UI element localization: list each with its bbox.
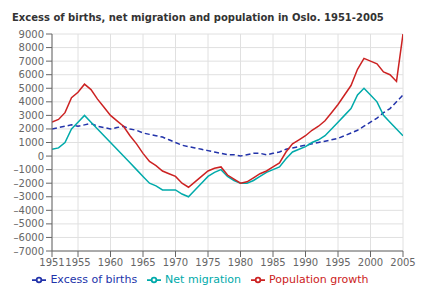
svg-text:–2000: –2000 (14, 178, 44, 189)
svg-text:4000: 4000 (19, 96, 44, 107)
svg-text:1985: 1985 (260, 257, 285, 268)
html-text:Population growth: Population growth (269, 273, 369, 286)
svg-text:–5000: –5000 (14, 218, 44, 229)
svg-text:–7000: –7000 (14, 246, 44, 257)
svg-text:2000: 2000 (358, 257, 383, 268)
svg-text:2000: 2000 (19, 123, 44, 134)
svg-text:1960: 1960 (98, 257, 123, 268)
svg-text:1965: 1965 (130, 257, 155, 268)
svg-text:6000: 6000 (19, 69, 44, 80)
svg-text:5000: 5000 (19, 83, 44, 94)
html-text:Excess of births: Excess of births (50, 273, 138, 286)
svg-text:0: 0 (38, 151, 44, 162)
html-text:Excess of births, net migratio: Excess of births, net migration and popu… (12, 12, 384, 23)
svg-text:1951: 1951 (39, 257, 64, 268)
svg-text:–4000: –4000 (14, 205, 44, 216)
svg-text:–6000: –6000 (14, 232, 44, 243)
html-text:Net migration: Net migration (165, 273, 241, 286)
svg-text:1970: 1970 (163, 257, 188, 268)
svg-text:1000: 1000 (19, 137, 44, 148)
svg-text:8000: 8000 (19, 42, 44, 53)
svg-text:1995: 1995 (325, 257, 350, 268)
svg-text:–3000: –3000 (14, 191, 44, 202)
svg-text:3000: 3000 (19, 110, 44, 121)
svg-text:1975: 1975 (195, 257, 220, 268)
svg-text:–1000: –1000 (14, 164, 44, 175)
svg-text:1955: 1955 (65, 257, 90, 268)
svg-text:1990: 1990 (293, 257, 318, 268)
svg-text:7000: 7000 (19, 56, 44, 67)
svg-text:9000: 9000 (19, 29, 44, 40)
svg-text:2005: 2005 (390, 257, 415, 268)
svg-text:1980: 1980 (228, 257, 253, 268)
